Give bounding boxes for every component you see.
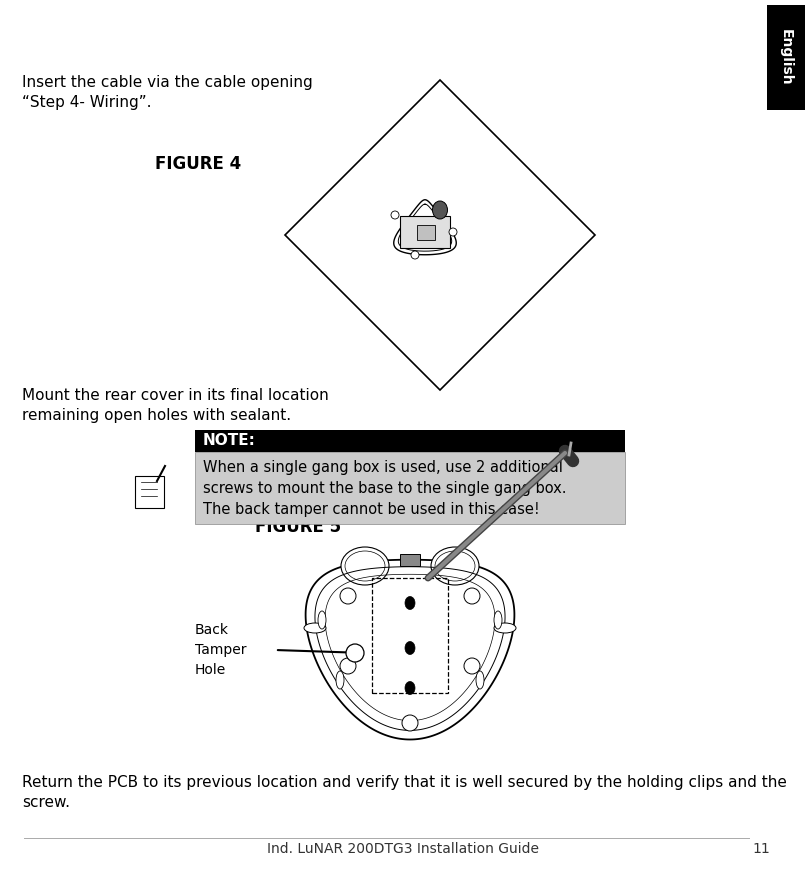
Circle shape [449, 228, 457, 236]
Bar [400, 216, 450, 248]
Ellipse shape [336, 671, 344, 689]
Text: remaining open holes with sealant.: remaining open holes with sealant. [22, 408, 291, 423]
Polygon shape [306, 559, 514, 739]
Ellipse shape [494, 623, 516, 633]
Ellipse shape [341, 547, 389, 585]
Polygon shape [285, 80, 595, 390]
Text: FIGURE 4: FIGURE 4 [155, 155, 242, 173]
Text: Insert the cable via the cable opening: Insert the cable via the cable opening [22, 75, 318, 90]
Bar [195, 430, 625, 452]
Ellipse shape [405, 641, 415, 655]
Circle shape [346, 644, 364, 662]
Text: Mount the rear cover in its final location: Mount the rear cover in its final locati… [22, 388, 333, 403]
Circle shape [402, 715, 418, 731]
Circle shape [464, 658, 480, 674]
FancyBboxPatch shape [135, 476, 164, 508]
Bar [195, 452, 625, 524]
Text: Ind. LuNAR 200DTG3 Installation Guide: Ind. LuNAR 200DTG3 Installation Guide [266, 842, 539, 856]
Bar [417, 225, 435, 240]
Polygon shape [394, 200, 456, 255]
Text: “Step 4- Wiring”.: “Step 4- Wiring”. [22, 95, 151, 110]
Text: NOTE:: NOTE: [203, 433, 256, 448]
Text: FIGURE 5: FIGURE 5 [255, 518, 341, 536]
Ellipse shape [318, 611, 326, 629]
Bar [767, 5, 805, 110]
Text: English: English [779, 29, 793, 85]
Ellipse shape [431, 547, 479, 585]
Circle shape [391, 211, 399, 219]
Circle shape [411, 251, 419, 259]
Ellipse shape [304, 623, 326, 633]
Ellipse shape [432, 201, 448, 219]
Text: Return the PCB to its previous location and verify that it is well secured by th: Return the PCB to its previous location … [22, 775, 786, 790]
Ellipse shape [476, 671, 484, 689]
Ellipse shape [405, 682, 415, 694]
Circle shape [340, 658, 356, 674]
Bar [372, 578, 448, 693]
Bar [400, 554, 420, 566]
Ellipse shape [494, 611, 502, 629]
Text: When a single gang box is used, use 2 additional
screws to mount the base to the: When a single gang box is used, use 2 ad… [203, 460, 567, 517]
Text: screw.: screw. [22, 795, 70, 810]
Circle shape [464, 588, 480, 604]
Text: 11: 11 [752, 842, 770, 856]
Text: Back
Tamper
Hole: Back Tamper Hole [195, 624, 246, 677]
Ellipse shape [405, 596, 415, 610]
Circle shape [340, 588, 356, 604]
